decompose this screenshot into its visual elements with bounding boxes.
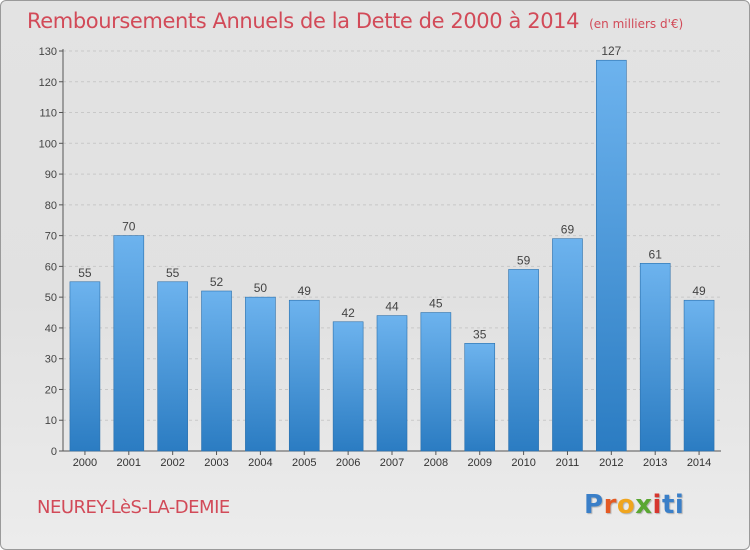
bar-value-label: 55 xyxy=(78,266,92,280)
bar-value-label: 45 xyxy=(429,297,443,311)
bar xyxy=(332,321,364,452)
bar-value-label: 70 xyxy=(122,220,136,234)
y-tick-label: 20 xyxy=(45,384,57,396)
logo-letter: i xyxy=(652,490,662,520)
y-tick-label: 90 xyxy=(45,169,57,181)
bar-value-label: 42 xyxy=(341,306,355,320)
x-tick-label: 2007 xyxy=(380,457,404,469)
logo-letter: ti xyxy=(661,490,685,520)
x-tick-label: 2000 xyxy=(73,457,97,469)
x-tick-label: 2006 xyxy=(336,457,360,469)
bar xyxy=(683,299,715,452)
bar xyxy=(596,59,627,452)
bar xyxy=(69,281,101,452)
value-labels: 55 70 55 52 50 49 42 44 45 35 59 69 127 61 49 xyxy=(78,44,706,341)
y-tick-label: 30 xyxy=(45,354,57,366)
bar xyxy=(157,281,188,452)
y-tick-label: 40 xyxy=(45,323,57,335)
bar-value-label: 127 xyxy=(601,44,621,58)
x-tick-label: 2005 xyxy=(292,457,316,469)
bar xyxy=(376,315,408,452)
y-tick-label: 80 xyxy=(45,200,57,212)
x-tick-label: 2009 xyxy=(467,457,491,469)
bar-value-label: 69 xyxy=(561,223,575,237)
x-tick-label: 2013 xyxy=(643,457,667,469)
x-tick-label: 2011 xyxy=(556,457,580,469)
y-tick-label: 50 xyxy=(45,292,57,304)
chart-title: Remboursements Annuels de la Dette de 20… xyxy=(27,9,683,33)
y-tick-label: 110 xyxy=(39,108,57,120)
x-tick-label: 2003 xyxy=(204,457,228,469)
chart-title-text: Remboursements Annuels de la Dette de 20… xyxy=(27,9,580,33)
logo-letter: P xyxy=(584,490,604,520)
bar-value-label: 50 xyxy=(254,281,268,295)
bar-value-label: 35 xyxy=(473,327,487,341)
bars xyxy=(69,59,715,452)
bar xyxy=(113,235,145,452)
y-tick-label: 0 xyxy=(51,446,57,458)
x-tick-label: 2008 xyxy=(424,457,448,469)
x-tick-label: 2001 xyxy=(117,457,141,469)
x-tick-label: 2012 xyxy=(599,457,623,469)
x-tick-label: 2010 xyxy=(511,457,535,469)
bar xyxy=(508,269,539,452)
bar-value-label: 49 xyxy=(298,284,312,298)
logo-letter: o xyxy=(616,490,636,520)
bar-value-label: 61 xyxy=(649,247,663,261)
bar xyxy=(552,238,583,452)
y-tick-label: 10 xyxy=(45,415,57,427)
bar-value-label: 52 xyxy=(210,275,224,289)
x-tick-label: 2002 xyxy=(160,457,184,469)
chart-unit-label: (en milliers d'€) xyxy=(589,17,684,31)
bar xyxy=(464,343,496,452)
bar xyxy=(420,312,452,452)
bar xyxy=(201,290,232,452)
y-tick-label: 60 xyxy=(45,261,57,273)
y-tick-label: 100 xyxy=(39,138,57,150)
proxiti-logo[interactable]: Proxiti xyxy=(584,490,684,520)
bar-value-label: 55 xyxy=(166,266,180,280)
bar xyxy=(245,296,276,452)
logo-letter: x xyxy=(635,490,653,520)
bar xyxy=(639,263,671,452)
y-tick-label: 130 xyxy=(39,46,57,58)
bar-value-label: 44 xyxy=(385,300,399,314)
logo-letter: r xyxy=(603,490,617,520)
y-tick-label: 120 xyxy=(39,77,57,89)
bar xyxy=(288,299,320,452)
y-tick-label: 70 xyxy=(45,231,57,243)
commune-name: NEUREY-LèS-LA-DEMIE xyxy=(37,497,230,518)
x-tick-label: 2014 xyxy=(687,457,711,469)
bar-value-label: 59 xyxy=(517,253,531,267)
x-tick-label: 2004 xyxy=(248,457,272,469)
bar-value-label: 49 xyxy=(692,284,706,298)
